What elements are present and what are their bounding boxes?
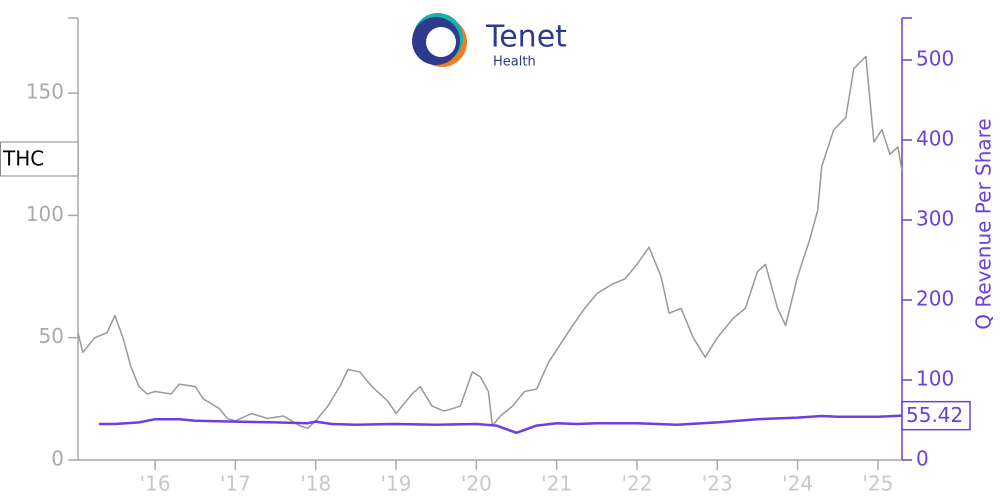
y2-tick-label: 500 xyxy=(916,47,954,71)
x-tick-label: '21 xyxy=(541,472,572,496)
series-tag: THC xyxy=(2,147,44,171)
y-tick-label: 50 xyxy=(39,324,64,348)
y2-tick-label: 400 xyxy=(916,127,954,151)
y2-tick-label: 200 xyxy=(916,287,954,311)
x-tick-label: '18 xyxy=(300,472,331,496)
logo-hole xyxy=(426,27,456,57)
y-tick-label: 150 xyxy=(26,80,64,104)
series-tag-box xyxy=(0,141,79,177)
logo: Tenet Health xyxy=(412,13,567,70)
last-value-label: 55.42 xyxy=(906,403,963,427)
y2-tick-label: 100 xyxy=(916,367,954,391)
y-tick-label: 100 xyxy=(26,202,64,226)
y2-tick-label: 0 xyxy=(916,447,929,471)
series-line xyxy=(77,55,903,429)
x-tick-label: '23 xyxy=(702,472,733,496)
logo-title: Tenet xyxy=(485,20,567,55)
x-tick-label: '25 xyxy=(862,472,893,496)
last-value-box xyxy=(901,400,971,431)
x-tick-label: '17 xyxy=(220,472,251,496)
x-tick-label: '24 xyxy=(782,472,813,496)
y2-axis-label: Q Revenue Per Share xyxy=(972,118,996,330)
logo-subtitle: Health xyxy=(493,55,536,70)
y2-tick-label: 300 xyxy=(916,207,954,231)
x-tick-label: '16 xyxy=(140,472,171,496)
x-tick-label: '22 xyxy=(621,472,652,496)
x-tick-label: '19 xyxy=(381,472,412,496)
y-tick-label: 0 xyxy=(51,447,64,471)
x-tick-label: '20 xyxy=(461,472,492,496)
series-line xyxy=(98,414,903,435)
